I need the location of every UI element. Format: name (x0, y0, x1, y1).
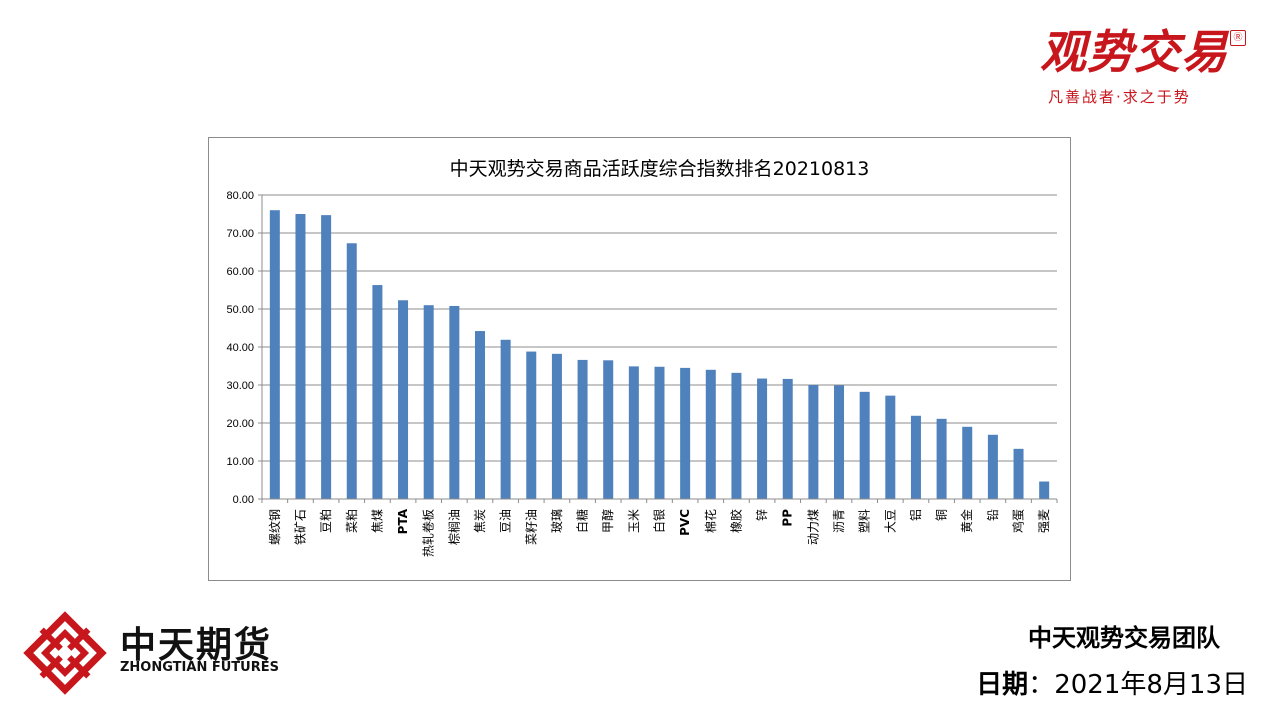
bar (1013, 448, 1024, 499)
x-tick-label: 甲醇 (600, 509, 615, 533)
bar (757, 378, 768, 499)
x-tick-label: 锌 (755, 509, 769, 521)
bar (346, 243, 357, 499)
bar (910, 415, 921, 499)
x-tick-label: 白银 (652, 509, 667, 533)
bar (987, 434, 998, 499)
date-label: 日期 (976, 670, 1029, 700)
x-tick-label: 玉米 (627, 509, 641, 533)
x-tick-label: 菜粕 (344, 509, 359, 533)
bar (885, 395, 896, 499)
x-tick-label: 大豆 (883, 509, 897, 533)
x-tick-label: 沥青 (832, 509, 846, 533)
bar (705, 369, 716, 499)
date-separator: ： (1028, 670, 1055, 700)
brand-logo: 观势交易 Ⓡ 凡善战者·求之于势 (1040, 22, 1250, 112)
knot-emblem-icon (23, 611, 107, 695)
bar (628, 366, 639, 499)
x-tick-label: 焦煤 (370, 509, 384, 533)
bar (654, 366, 665, 499)
brand-name: 观势交易 (1040, 25, 1228, 79)
x-tick-label: 铝 (908, 509, 923, 521)
bar (808, 385, 819, 499)
x-tick-label: 鸡蛋 (1011, 509, 1026, 533)
y-tick-label: 50.00 (226, 304, 254, 316)
bar (577, 359, 588, 499)
chart-title: 中天观势交易商品活跃度综合指数排名20210813 (450, 158, 870, 180)
x-tick-label: 豆粕 (318, 509, 333, 533)
bar (423, 305, 434, 499)
y-tick-label: 0.00 (233, 494, 254, 506)
brand-tagline: 凡善战者·求之于势 (1048, 88, 1191, 106)
x-tick-label: 白糖 (575, 509, 590, 533)
bar (936, 418, 947, 499)
x-tick-label: 螺纹钢 (268, 509, 282, 545)
bar (295, 214, 306, 499)
bar (962, 426, 973, 499)
bar (859, 391, 870, 499)
y-tick-label: 20.00 (226, 418, 254, 430)
bar (680, 367, 691, 499)
company-name-cn: 中天期货 (120, 625, 273, 666)
x-tick-label: 铁矿石 (293, 509, 307, 545)
team-name: 中天观势交易团队 (1028, 624, 1220, 652)
bar (782, 378, 793, 499)
y-tick-label: 40.00 (226, 342, 254, 354)
x-tick-label: 玻璃 (550, 509, 564, 533)
y-tick-label: 60.00 (226, 266, 254, 278)
x-tick-label: 菜籽油 (524, 509, 538, 545)
registered-mark: Ⓡ (1230, 30, 1246, 46)
y-tick-label: 10.00 (226, 456, 254, 468)
date-value: 2021年8月13日 (1054, 670, 1248, 700)
x-tick-label: 塑料 (857, 509, 872, 533)
x-tick-label: 棉花 (703, 509, 718, 533)
x-tick-label: 豆油 (499, 509, 513, 533)
bar (731, 372, 742, 499)
bar (372, 285, 383, 499)
y-tick-label: 80.00 (226, 190, 254, 202)
bar (1039, 481, 1050, 499)
bar (500, 339, 511, 499)
bar (474, 331, 485, 499)
x-tick-label: 橡胶 (728, 509, 743, 533)
chart-container: 中天观势交易商品活跃度综合指数排名20210813 0.00 10.00 20.00 3… (208, 137, 1071, 581)
bar (603, 360, 614, 499)
company-logo: 中天期货 ZHONGTIAN FUTURES (22, 610, 282, 700)
x-tick-label: 强麦 (1037, 509, 1051, 533)
bar (449, 305, 460, 499)
bar (551, 353, 562, 499)
bar (321, 215, 332, 499)
x-tick-label: PVC (678, 509, 692, 536)
y-tick-label: 30.00 (226, 380, 254, 392)
bar (269, 210, 280, 499)
bar (526, 351, 537, 499)
x-tick-label: 黄金 (959, 509, 974, 533)
x-tick-label: 铜 (934, 509, 949, 521)
x-tick-label: 焦炭 (473, 509, 487, 533)
x-tick-label: PP (781, 509, 795, 527)
y-tick-label: 70.00 (226, 228, 254, 240)
bar (834, 385, 845, 499)
bar (398, 300, 409, 499)
date-line: 日期：2021年8月13日 (976, 664, 1248, 701)
x-tick-label: PTA (396, 508, 410, 534)
x-tick-label: 热轧卷板 (421, 509, 436, 557)
x-tick-label: 动力煤 (806, 509, 820, 545)
company-name-en: ZHONGTIAN FUTURES (120, 660, 279, 675)
x-tick-label: 棕榈油 (446, 509, 461, 545)
bar-chart: 中天观势交易商品活跃度综合指数排名20210813 0.00 10.00 20.00 3… (226, 158, 1058, 557)
x-tick-label: 铅 (986, 509, 1000, 521)
